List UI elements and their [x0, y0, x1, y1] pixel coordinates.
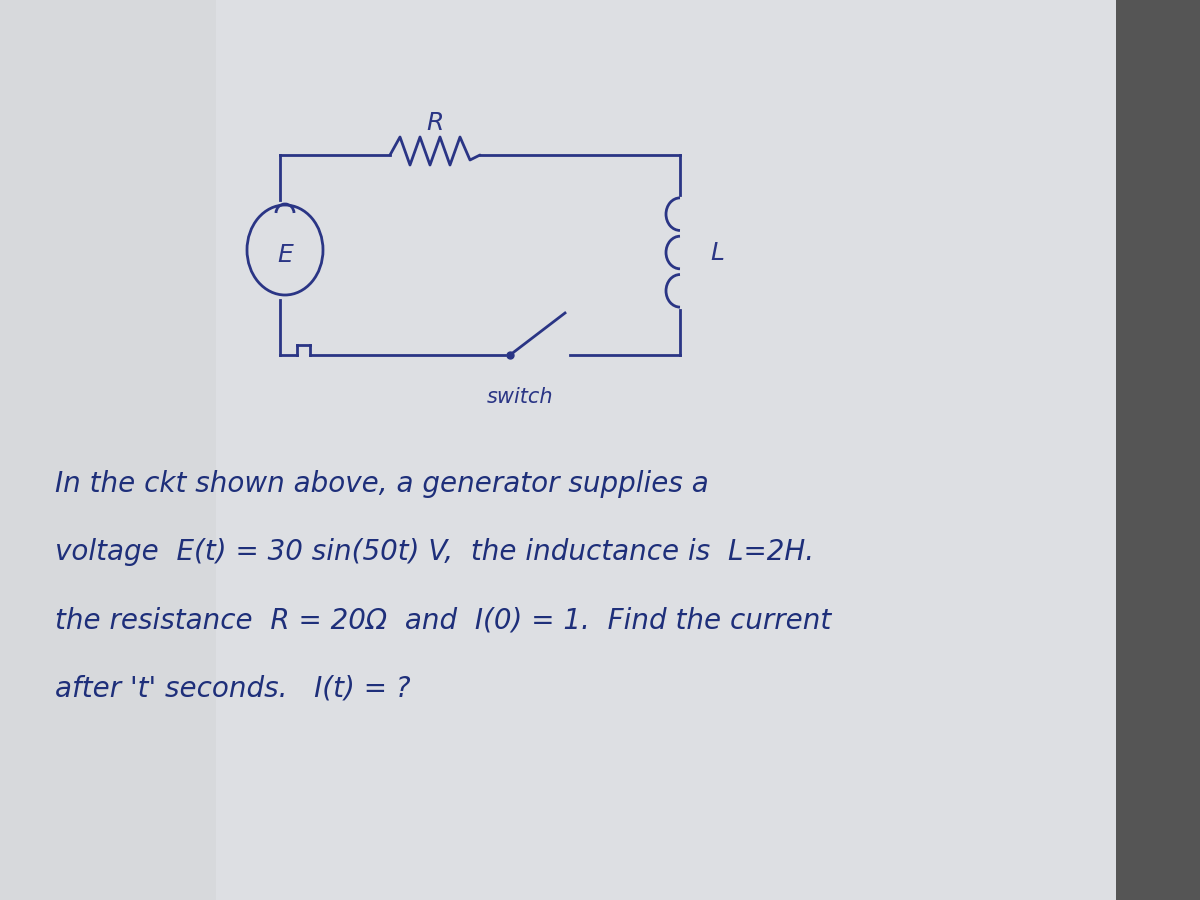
Text: voltage  E(t) = 30 sin(50t) V,  the inductance is  L=2H.: voltage E(t) = 30 sin(50t) V, the induct…	[55, 538, 814, 566]
Text: the resistance  R = 20Ω  and  I(0) = 1.  Find the current: the resistance R = 20Ω and I(0) = 1. Fin…	[55, 606, 832, 634]
Bar	[0, 0, 216, 900]
Text: after 't' seconds.   I(t) = ?: after 't' seconds. I(t) = ?	[55, 674, 410, 702]
Bar	[1116, 0, 1200, 900]
Text: R: R	[426, 111, 444, 135]
Text: E: E	[277, 243, 293, 267]
Text: In the ckt shown above, a generator supplies a: In the ckt shown above, a generator supp…	[55, 470, 709, 498]
Text: L: L	[710, 240, 724, 265]
Text: switch: switch	[487, 387, 553, 407]
